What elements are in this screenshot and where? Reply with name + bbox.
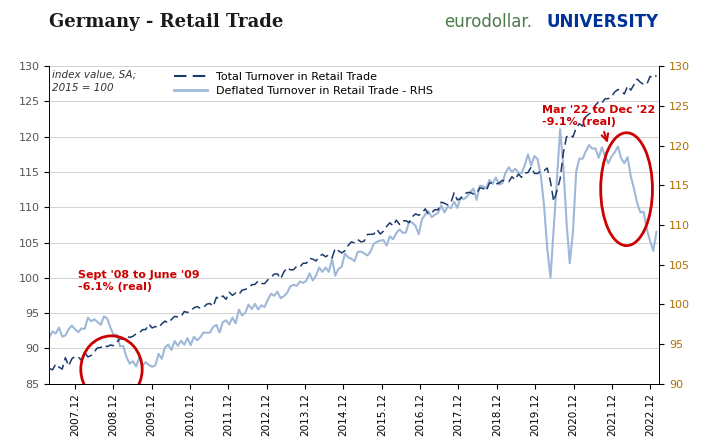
Text: Germany - Retail Trade: Germany - Retail Trade xyxy=(49,13,283,31)
Text: index value, SA;
2015 = 100: index value, SA; 2015 = 100 xyxy=(52,69,137,93)
Text: UNIVERSITY: UNIVERSITY xyxy=(546,13,658,31)
Text: Sept '08 to June '09
-6.1% (real): Sept '08 to June '09 -6.1% (real) xyxy=(78,270,200,292)
Text: eurodollar.: eurodollar. xyxy=(444,13,532,31)
Text: Mar '22 to Dec '22
-9.1% (real): Mar '22 to Dec '22 -9.1% (real) xyxy=(542,105,656,141)
Legend: Total Turnover in Retail Trade, Deflated Turnover in Retail Trade - RHS: Total Turnover in Retail Trade, Deflated… xyxy=(174,72,433,96)
